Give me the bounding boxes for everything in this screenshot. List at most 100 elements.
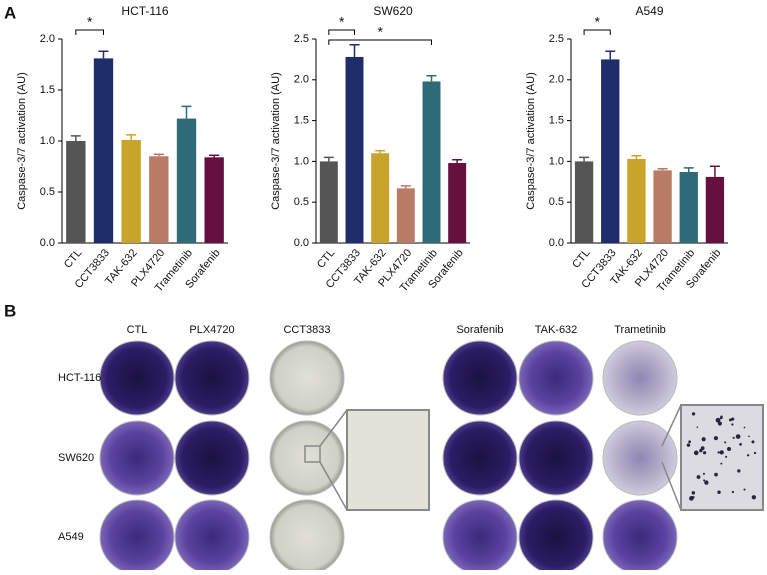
column-label: CCT3833 — [283, 324, 330, 336]
colony-speck — [737, 469, 741, 473]
chart-title: HCT-116 — [121, 4, 168, 18]
error-bar — [98, 50, 109, 59]
colony-speck — [724, 441, 727, 444]
y-tick-label: 1.0 — [294, 155, 309, 167]
significance-bracket — [75, 29, 104, 35]
error-bar — [605, 50, 616, 60]
chart-title: A549 — [635, 4, 663, 18]
error-bar — [70, 135, 81, 141]
bar — [448, 163, 467, 243]
colony-speck — [743, 426, 746, 429]
bar — [371, 153, 390, 243]
colony-speck — [686, 443, 691, 447]
colony-speck — [748, 435, 750, 438]
bar — [574, 161, 594, 243]
colony-speck — [691, 412, 696, 416]
colony-speck — [753, 451, 757, 455]
error-bar — [452, 159, 463, 164]
column-label: PLX4720 — [189, 324, 234, 336]
significance-label: * — [594, 14, 600, 30]
bar — [204, 157, 224, 243]
culture-dish — [269, 499, 345, 575]
bar — [422, 81, 441, 243]
significance-bracket — [583, 29, 611, 35]
colony-speck — [700, 446, 705, 451]
column-label: Trametinib — [614, 324, 666, 336]
error-bar — [426, 74, 437, 82]
bar — [121, 139, 141, 243]
y-tick-label: 1.0 — [40, 135, 55, 147]
chart-title: SW620 — [373, 4, 413, 18]
colony-speck — [702, 451, 707, 455]
colony-speck — [696, 475, 701, 479]
significance-label: * — [377, 24, 383, 40]
y-tick-label: 0.5 — [40, 186, 55, 198]
culture-dish — [518, 499, 594, 575]
colony-speck — [717, 421, 722, 426]
y-tick-label: 2.5 — [549, 33, 564, 45]
culture-dish — [602, 499, 678, 575]
colony-speck — [696, 426, 699, 428]
y-tick-label: 2.0 — [40, 33, 55, 45]
bar — [345, 56, 364, 244]
error-bar — [709, 165, 720, 177]
colony-speck — [746, 454, 750, 457]
y-tick-label: 0.0 — [549, 237, 564, 249]
y-tick-label: 2.0 — [549, 74, 564, 86]
colony-speck — [713, 436, 718, 441]
zoom-connector — [661, 404, 682, 447]
y-tick-label: 2.5 — [294, 33, 309, 45]
y-tick-label: 1.5 — [40, 84, 55, 96]
bar — [149, 156, 169, 243]
y-tick-label: 0.0 — [40, 237, 55, 249]
colony-speck — [715, 417, 721, 423]
x-tick-label: CTL — [315, 247, 338, 271]
y-tick-label: 1.5 — [549, 115, 564, 127]
column-label: CTL — [127, 324, 148, 336]
colony-speck — [743, 488, 746, 491]
zoom-box — [346, 409, 430, 511]
error-bar — [181, 105, 192, 119]
bar — [176, 118, 197, 243]
culture-dish — [99, 340, 175, 416]
colony-speck — [701, 437, 706, 442]
error-bar — [153, 153, 164, 157]
y-axis-label: Caspase-3/7 activation (AU) — [270, 72, 282, 210]
error-bar — [683, 167, 694, 173]
bar — [627, 158, 646, 243]
row-label: HCT-116 — [58, 372, 101, 384]
culture-dish — [518, 420, 594, 496]
bar — [66, 141, 86, 243]
colony-speck — [751, 495, 757, 500]
colony-speck — [751, 440, 755, 444]
x-tick-label: CTL — [62, 247, 85, 271]
zoom-connector — [319, 461, 348, 511]
colony-speck — [739, 442, 742, 446]
y-axis-label: Caspase-3/7 activation (AU) — [16, 72, 28, 210]
y-tick-label: 0.5 — [294, 196, 309, 208]
colony-speck — [702, 472, 706, 475]
colony-speck — [731, 417, 735, 421]
bar — [705, 176, 725, 243]
significance-label: * — [87, 14, 93, 30]
culture-dish — [602, 420, 678, 496]
culture-dish — [174, 340, 250, 416]
dish-grid — [99, 340, 678, 575]
colony-speck — [719, 450, 724, 455]
error-bar — [657, 167, 668, 171]
y-tick-label: 1.5 — [294, 115, 309, 127]
culture-dish — [442, 420, 518, 496]
colony-speck — [691, 491, 696, 495]
colony-speck — [731, 490, 735, 494]
colony-speck — [714, 472, 718, 477]
colony-speck — [688, 440, 692, 444]
culture-dish — [99, 499, 175, 575]
colony-speck — [719, 416, 723, 420]
y-tick-label: 2.0 — [294, 74, 309, 86]
colony-speck — [732, 436, 735, 439]
bar — [319, 161, 338, 243]
colony-speck — [717, 451, 720, 454]
zoom-region — [304, 445, 321, 463]
colony-speck — [735, 434, 741, 439]
